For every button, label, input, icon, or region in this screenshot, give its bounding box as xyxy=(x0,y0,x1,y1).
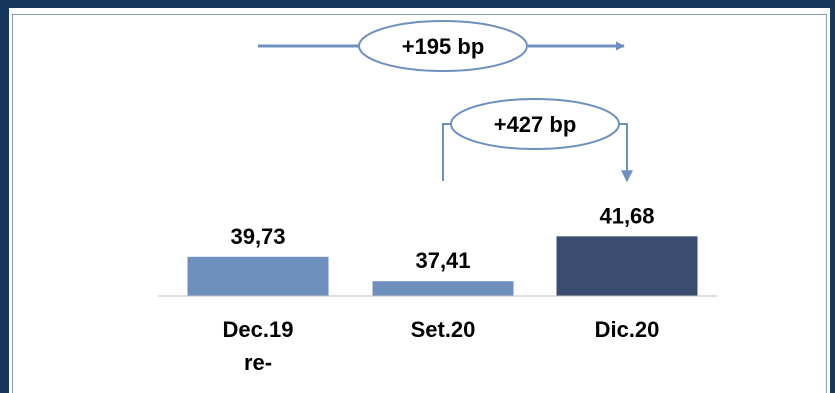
annotations-group: +195 bp +427 bp xyxy=(258,20,633,183)
annotation-1-ellipse xyxy=(358,20,528,72)
frame-inner-left-line xyxy=(12,14,13,393)
category-label-0-line-0: Dec.19 xyxy=(223,317,294,342)
annotation-1-label: +195 bp xyxy=(402,34,485,59)
bar-2 xyxy=(556,236,698,296)
data-label-1: 37,41 xyxy=(415,248,470,273)
frame-top-border xyxy=(0,0,835,8)
annotation-2-label: +427 bp xyxy=(494,112,577,137)
frame-inner-right-line xyxy=(826,14,827,393)
bar-0 xyxy=(187,256,329,296)
bars-group xyxy=(187,236,698,296)
frame-right-border xyxy=(830,0,835,393)
frame-left-border xyxy=(0,0,9,393)
category-label-1: Set.20 xyxy=(411,317,476,342)
category-label-2: Dic.20 xyxy=(595,317,660,342)
category-label-0-line-1: re- xyxy=(244,350,272,375)
frame-inner-top-line xyxy=(12,14,827,15)
bar-1 xyxy=(372,281,514,296)
data-label-2: 41,68 xyxy=(599,203,654,228)
labels-group: 39,73 Dec.19 re- 37,41 Set.20 41,68 Dic.20 xyxy=(223,203,660,375)
annotation-2-ellipse xyxy=(450,98,620,150)
data-label-0: 39,73 xyxy=(230,224,285,249)
